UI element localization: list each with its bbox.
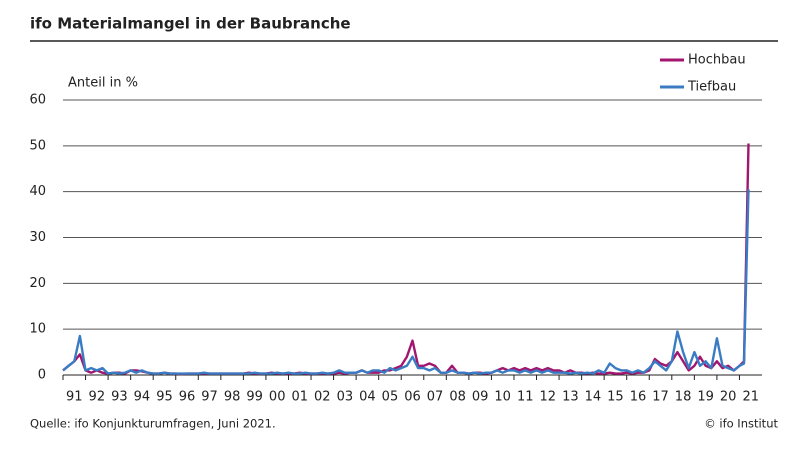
x-tick-label: 00 — [269, 390, 286, 405]
y-tick-label: 60 — [29, 93, 46, 108]
x-tick-label: 13 — [562, 390, 579, 405]
x-tick-label: 06 — [404, 390, 421, 405]
line-series — [62, 143, 750, 376]
source-note: Quelle: ifo Konjunkturumfragen, Juni 202… — [30, 417, 276, 431]
chart-title: ifo Materialmangel in der Baubranche — [30, 15, 351, 33]
x-tick-label: 94 — [134, 390, 151, 405]
copyright: © ifo Institut — [704, 417, 778, 431]
x-tick-label: 09 — [472, 390, 489, 405]
x-tick-label: 11 — [517, 390, 534, 405]
legend-label: Tiefbau — [687, 80, 736, 95]
x-tick-label: 18 — [675, 390, 692, 405]
line-series — [62, 189, 750, 375]
y-tick-label: 10 — [29, 322, 46, 337]
y-tick-label: 40 — [29, 184, 46, 199]
x-tick-label: 12 — [540, 390, 557, 405]
y-tick-label: 50 — [29, 138, 46, 153]
x-tick-label: 01 — [291, 390, 308, 405]
x-tick-label: 21 — [742, 390, 759, 405]
x-tick-label: 96 — [179, 390, 196, 405]
x-tick-label: 97 — [201, 390, 218, 405]
x-tick-label: 20 — [720, 390, 737, 405]
x-tick-label: 15 — [607, 390, 624, 405]
x-tick-label: 08 — [449, 390, 466, 405]
x-tick-label: 17 — [652, 390, 669, 405]
x-tick-label: 04 — [359, 390, 376, 405]
x-tick-label: 19 — [697, 390, 714, 405]
x-tick-label: 99 — [246, 390, 263, 405]
x-tick-label: 93 — [111, 390, 128, 405]
x-tick-label: 05 — [382, 390, 399, 405]
y-tick-label: 30 — [29, 230, 46, 245]
x-tick-label: 02 — [314, 390, 331, 405]
x-tick-label: 98 — [224, 390, 241, 405]
x-tick-label: 91 — [66, 390, 83, 405]
y-tick-label: 0 — [38, 368, 46, 383]
x-tick-label: 14 — [585, 390, 602, 405]
x-tick-label: 03 — [337, 390, 354, 405]
x-tick-label: 16 — [630, 390, 647, 405]
legend-label: Hochbau — [688, 53, 746, 68]
y-axis-label: Anteil in % — [68, 76, 138, 91]
x-tick-label: 07 — [427, 390, 444, 405]
x-tick-label: 10 — [494, 390, 511, 405]
x-tick-label: 92 — [89, 390, 106, 405]
x-tick-label: 95 — [156, 390, 173, 405]
y-tick-label: 20 — [29, 276, 46, 291]
